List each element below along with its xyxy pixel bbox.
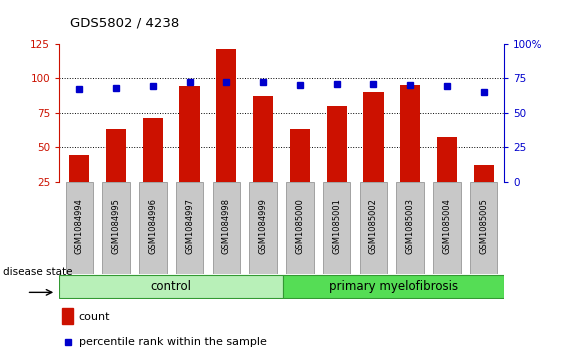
FancyBboxPatch shape <box>360 182 387 274</box>
Bar <box>473 165 494 216</box>
FancyBboxPatch shape <box>59 275 283 298</box>
Bar <box>327 106 347 216</box>
Text: disease state: disease state <box>3 267 72 277</box>
Text: GSM1084995: GSM1084995 <box>111 198 120 254</box>
FancyBboxPatch shape <box>283 275 504 298</box>
FancyBboxPatch shape <box>470 182 498 274</box>
Bar <box>400 85 420 216</box>
Text: percentile rank within the sample: percentile rank within the sample <box>79 337 267 347</box>
Text: GSM1085005: GSM1085005 <box>479 198 488 254</box>
Bar <box>143 118 163 216</box>
FancyBboxPatch shape <box>139 182 167 274</box>
FancyBboxPatch shape <box>286 182 314 274</box>
Text: count: count <box>79 311 110 322</box>
FancyBboxPatch shape <box>323 182 350 274</box>
Bar <box>253 96 273 216</box>
Text: GSM1085004: GSM1085004 <box>443 198 452 254</box>
Text: GSM1084996: GSM1084996 <box>148 198 157 254</box>
Text: GSM1085000: GSM1085000 <box>296 198 305 254</box>
Text: GSM1085003: GSM1085003 <box>406 198 415 254</box>
Bar <box>216 49 236 216</box>
FancyBboxPatch shape <box>65 182 93 274</box>
Bar <box>106 129 126 216</box>
Bar <box>363 92 383 216</box>
Text: GSM1085002: GSM1085002 <box>369 198 378 254</box>
Text: GSM1084999: GSM1084999 <box>258 198 267 254</box>
Text: GDS5802 / 4238: GDS5802 / 4238 <box>70 16 180 29</box>
FancyBboxPatch shape <box>249 182 277 274</box>
FancyBboxPatch shape <box>213 182 240 274</box>
FancyBboxPatch shape <box>433 182 461 274</box>
FancyBboxPatch shape <box>102 182 130 274</box>
FancyBboxPatch shape <box>396 182 424 274</box>
Bar <box>180 86 200 216</box>
Text: GSM1084997: GSM1084997 <box>185 198 194 254</box>
Text: GSM1084998: GSM1084998 <box>222 198 231 254</box>
Text: control: control <box>151 280 192 293</box>
Bar <box>69 155 90 216</box>
FancyBboxPatch shape <box>176 182 203 274</box>
Text: GSM1084994: GSM1084994 <box>75 198 84 254</box>
Text: primary myelofibrosis: primary myelofibrosis <box>329 280 458 293</box>
Bar <box>62 308 73 324</box>
Bar <box>437 137 457 216</box>
Text: GSM1085001: GSM1085001 <box>332 198 341 254</box>
Bar <box>290 129 310 216</box>
